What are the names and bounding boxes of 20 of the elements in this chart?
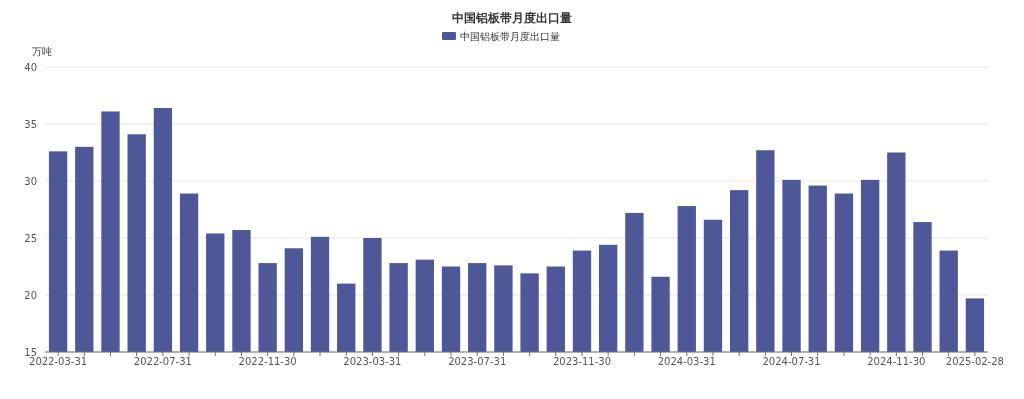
legend-label: 中国铝板带月度出口量 (460, 31, 560, 42)
x-tick-label: 2024-11-30 (867, 356, 926, 367)
y-tick-label: 30 (24, 176, 37, 187)
y-tick-label: 15 (24, 347, 37, 358)
x-tick-label: 2022-07-31 (133, 356, 192, 367)
legend: 中国铝板带月度出口量 (442, 31, 560, 42)
y-tick-label: 20 (24, 290, 37, 301)
x-tick-label: 2023-07-31 (448, 356, 507, 367)
x-tick-label: 2025-02-28 (945, 356, 1004, 367)
chart-title: 中国铝板带月度出口量 (452, 11, 572, 25)
y-axis-title: 万吨 (32, 46, 52, 57)
y-tick-label: 40 (24, 62, 37, 73)
y-tick-label: 35 (24, 119, 37, 130)
x-tick-label: 2023-11-30 (552, 356, 612, 367)
x-tick-label: 2024-03-31 (657, 356, 716, 367)
x-tick-label: 2023-03-31 (343, 356, 402, 367)
y-tick-label: 25 (24, 233, 37, 244)
x-tick-label: 2022-03-31 (29, 356, 88, 367)
x-tick-label: 2024-07-31 (762, 356, 821, 367)
x-tick-label: 2022-11-30 (238, 356, 297, 367)
